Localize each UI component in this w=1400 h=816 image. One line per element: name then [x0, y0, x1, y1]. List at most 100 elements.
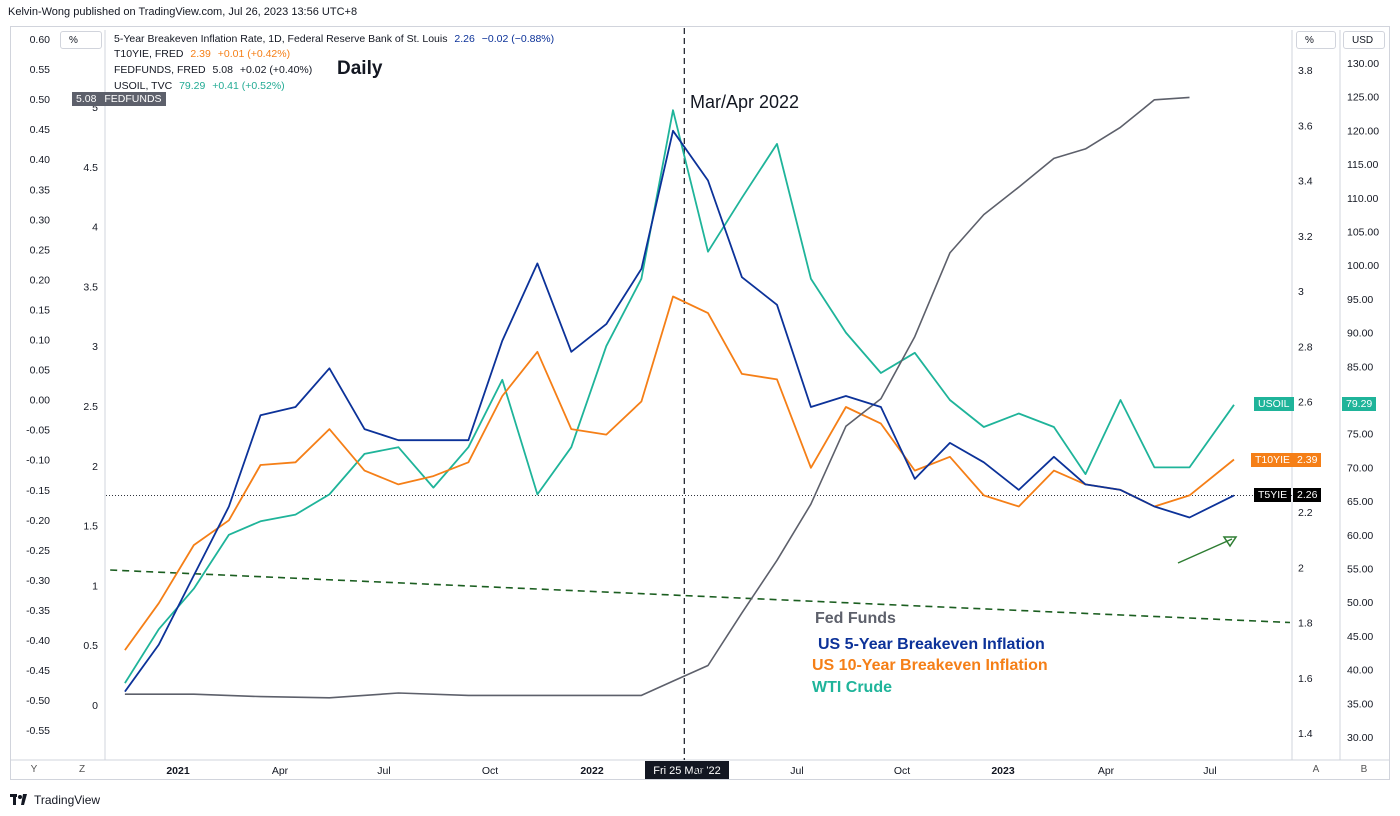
left-inner-tick-label: 3	[92, 341, 98, 353]
legend-t5yie[interactable]: 5-Year Breakeven Inflation Rate, 1D, Fed…	[114, 33, 554, 45]
annotation-usoil: WTI Crude	[812, 679, 892, 696]
left-outer-tick-label: -0.50	[26, 695, 50, 707]
right-inner-axis[interactable]: 3.83.63.43.232.82.62.42.221.81.61.4	[1298, 65, 1313, 740]
left-inner-tick-label: 5	[92, 102, 98, 114]
left-inner-axis[interactable]: 5 4.5 4 3.5 3 2.5 2 1.5 1 0.5 0	[83, 102, 98, 712]
left-inner-tick-label: 1	[92, 580, 98, 592]
left-outer-tick-label: 0.05	[30, 365, 51, 377]
annotation-t10yie: US 10-Year Breakeven Inflation	[812, 657, 1048, 674]
legend-fedfunds-value: 5.08	[212, 64, 233, 76]
right-inner-tick-label: 3.4	[1298, 176, 1313, 188]
left-outer-tick-label: 0.50	[30, 94, 51, 106]
right-outer-tick-label: 30.00	[1347, 732, 1373, 744]
y-axis-button[interactable]: Y	[30, 764, 38, 775]
series-group	[124, 96, 1235, 699]
left-outer-tick-label: 0.45	[30, 124, 51, 136]
left-inner-tick-label: 4	[92, 222, 98, 234]
time-axis[interactable]: 2021 Apr Jul Oct 2022 Apr Jul Oct 2023 Apr Jul	[166, 765, 1216, 777]
arrow-head	[1222, 536, 1238, 548]
legend-usoil-text: USOIL, TVC	[114, 80, 173, 92]
right-outer-tick-label: 40.00	[1347, 665, 1373, 677]
right-inner-tick-label: 2	[1298, 562, 1304, 574]
left-outer-tick-label: 0.10	[30, 335, 51, 347]
chart-frame[interactable]	[10, 26, 1390, 780]
legend-t5yie-text: 5-Year Breakeven Inflation Rate, 1D, Fed…	[114, 33, 448, 45]
right-unit-button[interactable]: %	[1296, 31, 1336, 49]
left-outer-tick-label: -0.05	[26, 425, 50, 437]
left-outer-tick-label: -0.30	[26, 575, 50, 587]
time-tick-label: Jul	[790, 765, 803, 777]
b-axis-button[interactable]: B	[1360, 764, 1368, 775]
legend-usoil-change: +0.41 (+0.52%)	[212, 80, 285, 92]
legend-fedfunds-change: +0.02 (+0.40%)	[239, 64, 313, 76]
right-outer-tick-label: 130.00	[1347, 58, 1379, 70]
legend-fedfunds[interactable]: FEDFUNDS, FRED 5.08 +0.02 (+0.40%)	[114, 64, 312, 76]
dashed-trendline	[110, 569, 1291, 624]
right-outer-tick-label: 115.00	[1347, 159, 1378, 171]
right-outer-tick-label: 60.00	[1347, 530, 1373, 542]
legend-fedfunds-text: FEDFUNDS, FRED	[114, 64, 206, 76]
right-outer-tick-label: 50.00	[1347, 597, 1373, 609]
time-tick-label: Jul	[1203, 765, 1216, 777]
reference-lines	[106, 28, 1292, 760]
annotation-fedfunds: Fed Funds	[815, 610, 896, 627]
legend-t10yie[interactable]: T10YIE, FRED 2.39 +0.01 (+0.42%)	[114, 48, 290, 60]
right-inner-tick-label: 3.8	[1298, 65, 1313, 77]
legend-usoil[interactable]: USOIL, TVC 79.29 +0.41 (+0.52%)	[114, 80, 285, 92]
t5yie-tag-label: T5YIE	[1254, 488, 1292, 502]
left-outer-tick-label: 0.30	[30, 214, 51, 226]
left-outer-tick-label: 0.55	[30, 64, 51, 76]
right-outer-tick-label: 105.00	[1347, 227, 1379, 239]
series-line-t10yie	[124, 295, 1235, 651]
fedfunds-tag-value: 5.08	[76, 93, 97, 105]
time-tick-label: Jul	[377, 765, 390, 777]
right-outer-tick-label: 45.00	[1347, 631, 1373, 643]
trend-arrow	[1177, 536, 1238, 564]
time-tick-label: 2021	[166, 765, 190, 777]
right-outer-tick-label: 55.00	[1347, 564, 1373, 576]
crosshair-date-label: Fri 25 Mar '22	[653, 765, 721, 777]
series-line-usoil	[124, 109, 1235, 684]
right-outer-tick-label: 95.00	[1347, 294, 1373, 306]
usd-unit-button[interactable]: USD	[1343, 31, 1385, 49]
time-tick-label: Apr	[272, 765, 289, 777]
left-outer-tick-label: 0.15	[30, 304, 51, 316]
legend-t10yie-value: 2.39	[190, 48, 211, 60]
usoil-tag-value: 79.29	[1342, 397, 1377, 411]
series-line-fedfunds	[124, 96, 1190, 699]
right-outer-tick-label: 120.00	[1347, 125, 1379, 137]
left-unit-button[interactable]: %	[60, 31, 102, 49]
t5yie-tag-value: 2.26	[1293, 488, 1322, 502]
left-inner-tick-label: 4.5	[83, 162, 98, 174]
crosshair-date-tag	[645, 761, 729, 779]
time-tick-label: Apr	[1098, 765, 1115, 777]
left-outer-tick-label: -0.40	[26, 635, 50, 647]
left-outer-axis[interactable]: 0.60 0.55 0.50 0.45 0.40 0.35 0.30 0.25 0.20 0.15…	[26, 34, 50, 737]
legend-usoil-value: 79.29	[179, 80, 206, 92]
legend-t5yie-value: 2.26	[454, 33, 475, 45]
left-outer-tick-label: 0.35	[30, 184, 51, 196]
time-tick-label: 2022	[580, 765, 604, 777]
t10yie-tag-label: T10YIE	[1251, 453, 1295, 467]
left-inner-tick-label: 3.5	[83, 281, 98, 293]
right-inner-tick-label: 2.2	[1298, 507, 1313, 519]
left-outer-tick-label: -0.20	[26, 515, 50, 527]
left-inner-tick-label: 2.5	[83, 401, 98, 413]
left-outer-tick-label: 0.25	[30, 244, 51, 256]
usoil-tag-label: USOIL	[1254, 397, 1294, 411]
right-inner-tick-label: 3.2	[1298, 231, 1313, 243]
left-outer-tick-label: 0.60	[30, 34, 51, 46]
left-outer-tick-label: -0.55	[26, 725, 50, 737]
left-outer-tick-label: -0.10	[26, 455, 50, 467]
a-axis-button[interactable]: A	[1312, 764, 1320, 775]
fedfunds-tag-label: FEDFUNDS	[104, 93, 162, 105]
right-outer-axis[interactable]: 130.00 125.00 120.00 115.00 110.00 105.00 100.…	[1347, 58, 1379, 744]
right-inner-tick-label: 1.6	[1298, 673, 1313, 685]
z-axis-button[interactable]: Z	[78, 764, 86, 775]
t10yie-tag-value: 2.39	[1293, 453, 1322, 467]
legend-t5yie-change: −0.02 (−0.88%)	[481, 33, 555, 45]
tradingview-brand[interactable]: TradingView	[10, 793, 100, 807]
tradingview-logo-icon	[10, 794, 27, 805]
arrow-shaft	[1177, 538, 1233, 564]
